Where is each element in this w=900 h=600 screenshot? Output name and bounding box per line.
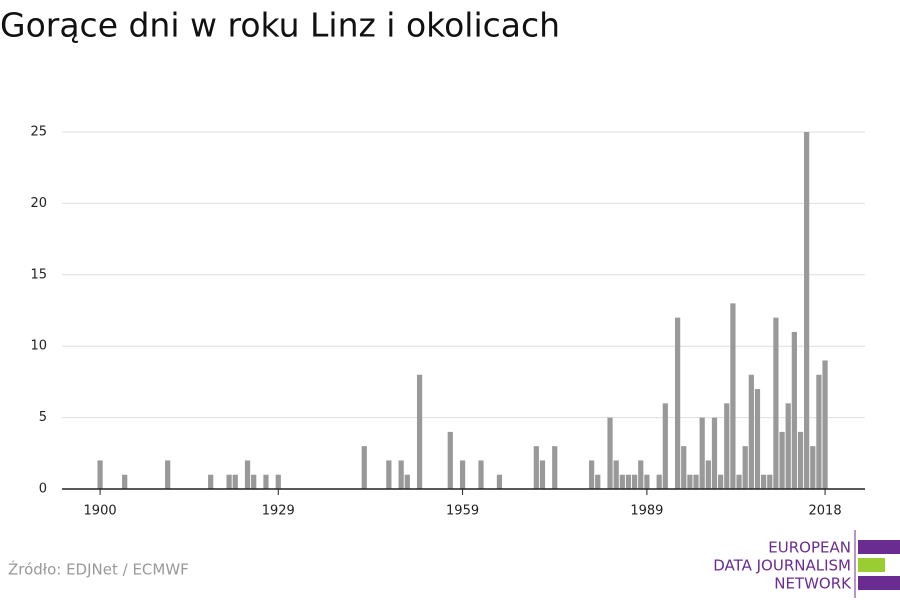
- bar: [748, 374, 754, 489]
- bar: [595, 474, 601, 489]
- bar: [275, 474, 281, 489]
- logo-text: DATA JOURNALISM: [713, 557, 851, 575]
- bar: [681, 446, 687, 489]
- bar: [398, 460, 404, 489]
- x-tick-label: 1959: [446, 504, 479, 519]
- bar: [822, 360, 828, 489]
- bar: [797, 431, 804, 489]
- bar: [718, 474, 724, 489]
- bar: [675, 317, 681, 489]
- bar: [754, 389, 761, 489]
- source: Źródło: EDJNet / ECMWF: [8, 560, 189, 579]
- logo: EUROPEAN DATA JOURNALISM NETWORK: [713, 530, 900, 598]
- chart-title: Gorące dni w roku Linz i okolicach: [0, 6, 560, 45]
- logo-text: EUROPEAN: [768, 539, 851, 557]
- bar: [779, 431, 785, 489]
- y-tick-label: 25: [30, 125, 47, 140]
- bar: [644, 474, 650, 489]
- bar: [97, 460, 103, 489]
- y-tick-label: 10: [30, 339, 47, 354]
- bar: [533, 446, 539, 489]
- x-tick-label: 1989: [630, 504, 663, 519]
- bar: [619, 474, 625, 489]
- bar: [631, 474, 638, 489]
- bar: [447, 431, 453, 489]
- x-tick-label: 1900: [84, 504, 117, 519]
- logo-bar: [858, 540, 900, 554]
- bar: [724, 403, 730, 489]
- bar: [251, 474, 257, 489]
- bar: [613, 460, 619, 489]
- bar: [552, 446, 558, 489]
- bar: [263, 474, 269, 489]
- bar: [244, 460, 251, 489]
- logo-bar: [858, 576, 900, 590]
- bar: [785, 403, 791, 489]
- bar: [711, 417, 718, 489]
- bar: [496, 474, 503, 489]
- bar: [625, 474, 632, 489]
- x-tick-label: 1929: [262, 504, 295, 519]
- bar: [588, 460, 595, 489]
- bar: [165, 460, 171, 489]
- bar: [386, 460, 392, 489]
- bar: [232, 474, 238, 489]
- bar: [687, 474, 693, 489]
- bar: [656, 474, 662, 489]
- y-tick-label: 20: [30, 196, 47, 211]
- bar: [791, 331, 797, 489]
- bar: [736, 474, 742, 489]
- bar: [761, 474, 767, 489]
- bar: [638, 460, 644, 489]
- bar: [810, 446, 816, 489]
- bar: [404, 474, 410, 489]
- bar: [804, 132, 810, 489]
- logo-bar: [858, 558, 885, 572]
- y-tick-label: 5: [39, 410, 47, 425]
- bar: [539, 460, 546, 489]
- bar: [459, 460, 466, 489]
- bar: [478, 460, 484, 489]
- bar: [767, 474, 773, 489]
- y-tick-label: 0: [39, 482, 47, 497]
- bar: [699, 417, 705, 489]
- bar: [122, 474, 128, 489]
- y-tick-label: 15: [30, 267, 47, 282]
- bar: [693, 474, 699, 489]
- bar: [816, 374, 822, 489]
- bar: [226, 474, 232, 489]
- bar: [361, 446, 367, 489]
- bar: [705, 460, 711, 489]
- bar: [607, 417, 613, 489]
- logo-text: NETWORK: [774, 575, 852, 593]
- bar: [416, 374, 423, 489]
- bar: [208, 474, 214, 489]
- bar: [662, 403, 668, 489]
- bar: [730, 303, 736, 489]
- x-tick-label: 2018: [809, 504, 842, 519]
- bar: [742, 446, 748, 489]
- bar: [773, 317, 779, 489]
